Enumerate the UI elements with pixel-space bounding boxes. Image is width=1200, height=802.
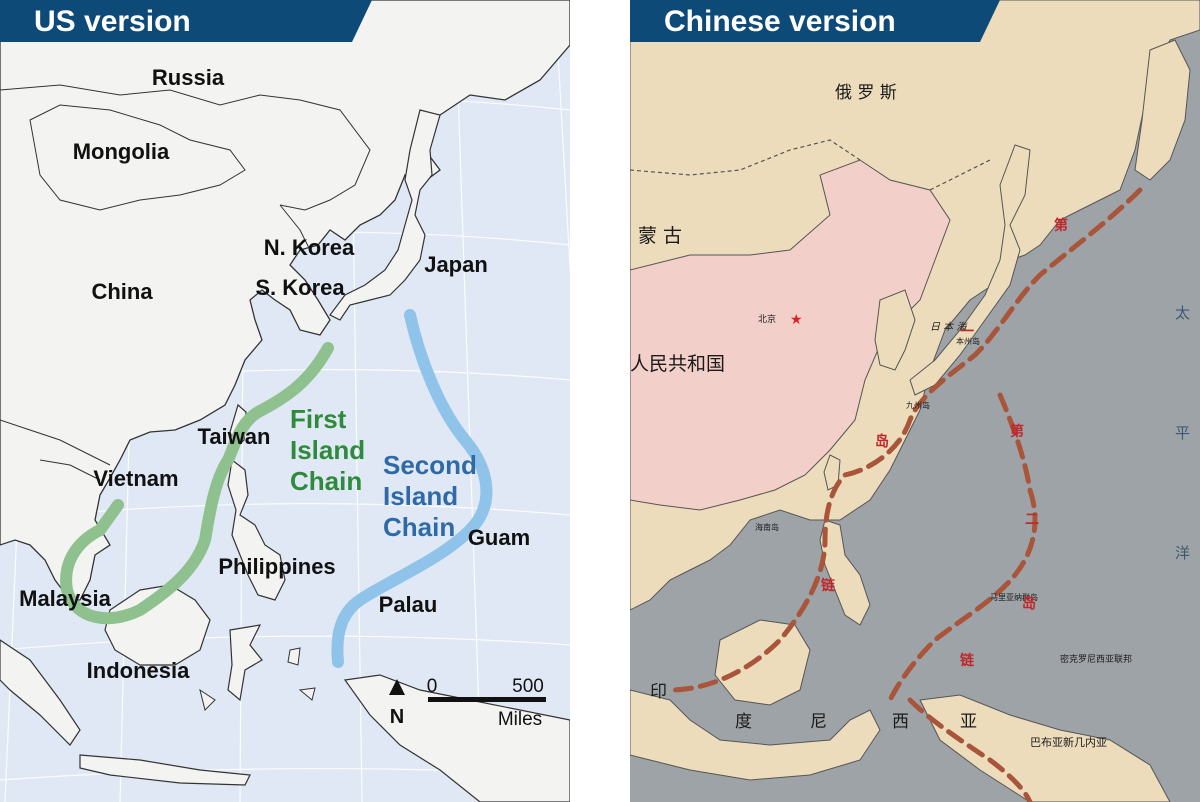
first-island-chain-line [60, 342, 334, 625]
label-s-korea: S. Korea [255, 275, 345, 300]
first-chain-label-3: Chain [290, 466, 362, 496]
cn-title: Chinese version [664, 5, 896, 38]
us-title-tab [0, 0, 372, 42]
cn-borders [630, 139, 991, 191]
scale-max: 500 [512, 676, 544, 697]
north-arrow-icon [389, 679, 405, 695]
cn-chain1-label-a: 第 [1054, 217, 1068, 234]
cn-title-tab [630, 0, 1000, 42]
cn-label-pacific-1: 太 [1175, 304, 1190, 322]
cn-label-kyushu: 九州岛 [906, 400, 930, 410]
us-borneo [104, 584, 211, 666]
cn-chain2-label-b: 二 [1025, 512, 1039, 528]
cn-map: ★ Chinese version 俄 罗 斯 蒙 古 人民共和国 北京 日 本… [630, 0, 1200, 802]
label-taiwan: Taiwan [198, 424, 271, 449]
first-chain-label-1: First [290, 404, 347, 434]
cn-chain1-label-d: 链 [821, 577, 836, 594]
us-philippines [227, 458, 286, 601]
cn-label-indonesia-3: 尼 [810, 712, 827, 732]
cn-kamchatka [1134, 39, 1191, 181]
us-map-panel: US version Russia Mongolia China N. Kore… [0, 0, 570, 802]
cn-label-russia: 俄 罗 斯 [835, 83, 897, 103]
second-chain-label-1: Second [383, 450, 477, 480]
us-small-islands [199, 647, 316, 711]
label-palau: Palau [379, 592, 438, 617]
cn-label-honshu: 本州岛 [956, 336, 980, 346]
label-malaysia: Malaysia [19, 586, 111, 611]
cn-label-indonesia-5: 亚 [960, 712, 977, 732]
us-title: US version [34, 5, 191, 38]
label-indonesia: Indonesia [87, 658, 190, 683]
label-russia: Russia [152, 65, 225, 90]
scale-zero: 0 [427, 676, 438, 697]
cn-chain2-label-c: 岛 [1022, 595, 1036, 612]
label-philippines: Philippines [218, 554, 335, 579]
cn-label-sea-of-japan: 日 本 海 [930, 321, 968, 333]
cn-label-beijing: 北京 [758, 313, 776, 325]
cn-label-pacific-2: 平 [1175, 424, 1190, 442]
cn-second-chain-line [887, 392, 1038, 703]
north-label: N [390, 706, 404, 728]
label-mongolia: Mongolia [73, 139, 170, 164]
us-map: US version Russia Mongolia China N. Kore… [0, 0, 570, 802]
cn-chain1-label-b: 一 [960, 324, 974, 340]
us-japan [329, 109, 441, 321]
cn-label-prc: 人民共和国 [630, 353, 725, 375]
label-guam: Guam [468, 525, 530, 550]
first-chain-label-2: Island [290, 435, 365, 465]
cn-label-mongolia: 蒙 古 [638, 225, 682, 247]
cn-label-indonesia-2: 度 [735, 712, 752, 732]
cn-chain1-label-c: 岛 [875, 433, 889, 450]
cn-chain2-label-a: 第 [1010, 423, 1024, 440]
label-vietnam: Vietnam [93, 466, 178, 491]
cn-label-png: 巴布亚新几内亚 [1030, 735, 1107, 749]
label-china: China [91, 279, 153, 304]
cn-korea [874, 289, 916, 371]
cn-label-indonesia-1: 印 [650, 682, 667, 702]
cn-chain2-label-d: 链 [960, 652, 975, 669]
cn-first-chain-line [667, 187, 1143, 693]
cn-new-guinea [919, 694, 1171, 802]
us-sumatra [0, 639, 81, 746]
second-chain-label-2: Island [383, 481, 458, 511]
cn-indonesia [630, 689, 881, 781]
label-n-korea: N. Korea [264, 235, 355, 260]
label-japan: Japan [424, 252, 488, 277]
second-chain-label-3: Chain [383, 512, 455, 542]
cn-map-panel: ★ Chinese version 俄 罗 斯 蒙 古 人民共和国 北京 日 本… [630, 0, 1200, 802]
cn-second-chain-south [907, 697, 1033, 802]
cn-label-hainan: 海南岛 [755, 522, 779, 532]
us-new-guinea [343, 674, 570, 802]
beijing-star-icon: ★ [790, 311, 803, 327]
cn-label-mariana: 马里亚纳群岛 [990, 592, 1038, 602]
cn-label-indonesia-4: 西 [892, 712, 909, 732]
cn-borneo [714, 619, 811, 706]
cn-japan [909, 144, 1031, 396]
us-java [79, 754, 251, 786]
scale-bar [428, 697, 546, 702]
us-sulawesi [227, 624, 263, 702]
second-island-chain-line [331, 309, 493, 668]
cn-label-micronesia: 密克罗尼西亚联邦 [1060, 653, 1132, 665]
us-borders [0, 84, 371, 481]
cn-label-pacific-3: 洋 [1175, 544, 1190, 562]
scale-unit: Miles [498, 709, 542, 730]
